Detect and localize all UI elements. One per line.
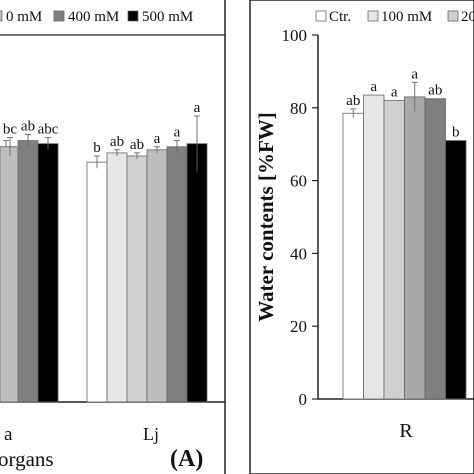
right-series3-significance-label: a: [411, 66, 418, 82]
left-legend: 0 mM 400 mM 500 mM: [0, 9, 193, 25]
left-lj-series5-bar: [186, 143, 208, 403]
right-legend-swatch: [447, 10, 459, 22]
right-legend-label: Ctr.: [329, 9, 351, 25]
right-y-tick-label: 20: [290, 317, 307, 336]
right-series1-significance-label: a: [370, 79, 377, 95]
left-legend-swatch: [0, 10, 3, 22]
right-y-ticks: 0 20 40 60 80 100: [282, 26, 318, 409]
right-legend-swatch: [315, 10, 327, 22]
right-series5-bar: [445, 140, 467, 400]
panel-label: (A): [170, 446, 203, 472]
right-series1-bar: [363, 94, 385, 400]
right-legend-label: 20: [461, 9, 474, 25]
left-lj-series1-bar: [106, 152, 128, 403]
right-y-tick-label: 60: [290, 172, 307, 191]
left-group1-series2-bar: [17, 140, 39, 403]
right-series4-significance-label: ab: [428, 83, 442, 99]
right-y-tick-label: 100: [282, 26, 308, 45]
right-series0-bar: [342, 112, 364, 400]
right-legend-swatch: [367, 10, 379, 22]
left-lj-series0-significance-label: b: [93, 140, 101, 156]
left-group1-series2-significance-label: ab: [21, 118, 35, 134]
left-lj-series2-bar: [126, 155, 148, 403]
left-legend-label: 400 mM: [68, 9, 119, 25]
left-xlabel-prefix: a: [4, 424, 13, 445]
right-y-tick-label: 80: [290, 99, 307, 118]
left-lj-series4-bar: [166, 146, 188, 403]
left-lj-series2-significance-label: ab: [130, 137, 144, 153]
left-legend-swatch: [127, 10, 139, 22]
left-legend-label: 500 mM: [142, 9, 193, 25]
right-panel-border: [249, 0, 474, 474]
left-group1-series1-significance-label: bc: [3, 122, 18, 138]
right-series2-bar: [383, 100, 405, 400]
left-group1-series1-bar: [0, 146, 21, 403]
left-legend-swatch: [53, 10, 65, 22]
left-panel: a organs Lj (A) 0 mM 400 mM 500 mM bc ab abc…: [0, 0, 226, 474]
left-lj-series3-bar: [146, 149, 168, 403]
left-x-axis-label: organs: [0, 447, 54, 471]
left-lj-series4-significance-label: a: [174, 125, 181, 141]
left-lj-series5-significance-label: a: [194, 100, 201, 116]
left-category-label: Lj: [143, 424, 159, 444]
right-series3-bar: [404, 96, 426, 400]
left-group1-series3-significance-label: abc: [38, 122, 59, 138]
right-y-axis-label: Water contents [%FW]: [254, 112, 278, 322]
left-lj-series1-significance-label: ab: [110, 134, 124, 150]
right-y-tick-label: 40: [290, 244, 307, 263]
right-series5-significance-label: b: [452, 125, 460, 141]
right-series4-bar: [424, 98, 446, 400]
right-panel: Water contents [%FW] R 0 20 40 60 80 100 Ctr.…: [249, 0, 474, 474]
right-legend-label: 100 mM: [381, 9, 432, 25]
right-series0-significance-label: ab: [346, 93, 360, 109]
right-category-label: R: [399, 420, 413, 442]
left-group1-series3-bar: [37, 143, 59, 403]
left-legend-label: 0 mM: [6, 9, 42, 25]
left-lj-series3-significance-label: a: [154, 131, 161, 147]
right-y-tick-label: 0: [299, 390, 308, 409]
right-legend: Ctr. 100 mM 20: [315, 9, 474, 25]
right-series2-significance-label: a: [391, 85, 398, 101]
left-lj-series0-bar: [86, 161, 108, 403]
